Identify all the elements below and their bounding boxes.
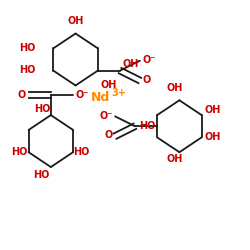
Text: O⁻: O⁻ [142, 55, 156, 65]
Text: HO: HO [73, 147, 90, 157]
Text: OH: OH [204, 105, 220, 115]
Text: HO: HO [140, 121, 156, 131]
Text: HO: HO [11, 147, 27, 157]
Text: HO: HO [34, 104, 50, 114]
Text: HO: HO [19, 65, 36, 75]
Text: HO: HO [19, 42, 36, 52]
Text: HO: HO [33, 170, 49, 180]
Text: OH: OH [166, 83, 183, 93]
Text: O⁻: O⁻ [75, 90, 88, 100]
Text: O: O [17, 90, 25, 100]
Text: 3+: 3+ [112, 88, 126, 98]
Text: OH: OH [204, 132, 220, 142]
Text: OH: OH [100, 80, 117, 90]
Text: O⁻: O⁻ [100, 110, 113, 120]
Text: O: O [142, 75, 150, 85]
Text: OH: OH [166, 154, 183, 164]
Text: Nd: Nd [91, 91, 110, 104]
Text: OH: OH [122, 60, 139, 70]
Text: O: O [105, 130, 113, 140]
Text: OH: OH [67, 16, 84, 26]
